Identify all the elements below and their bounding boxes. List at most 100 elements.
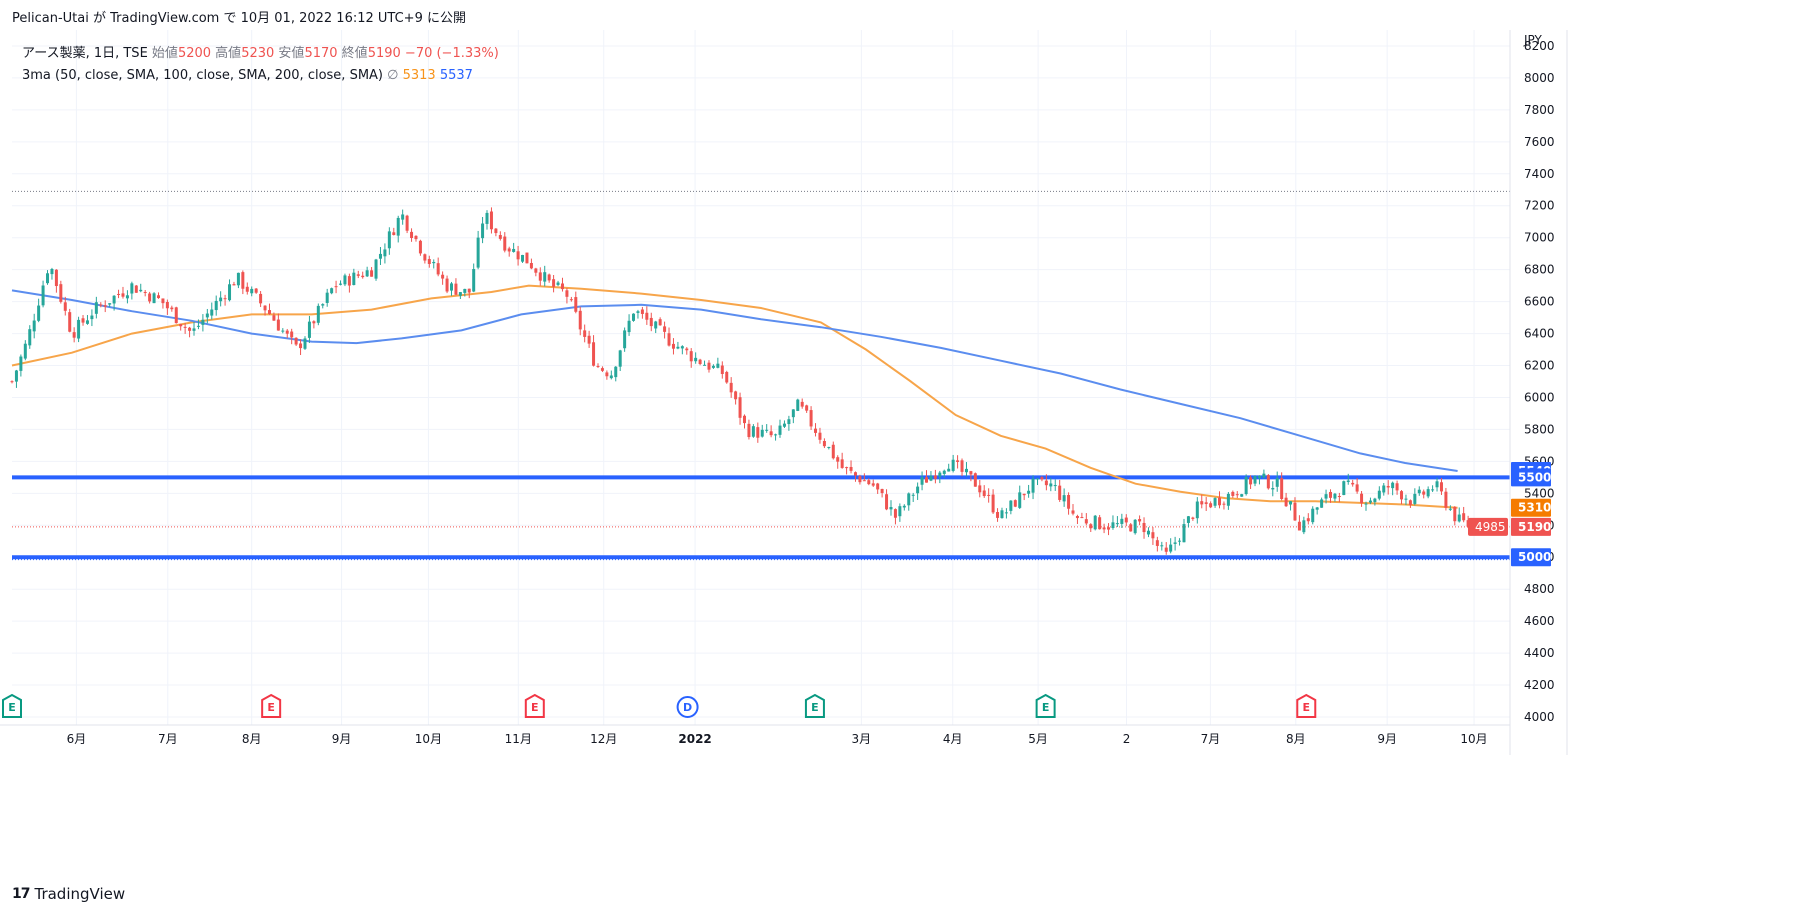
candle-body	[1244, 476, 1248, 495]
earnings-event-icon[interactable]: E	[2, 693, 22, 718]
candle-body	[1408, 500, 1412, 505]
candle-body	[41, 285, 45, 306]
candle-body	[427, 259, 431, 264]
legend-indicator-name[interactable]: 3ma (50, close, SMA, 100, close, SMA, 20…	[22, 68, 383, 83]
candle-body	[1209, 503, 1213, 508]
footer-brand[interactable]: 17 TradingView	[12, 885, 125, 903]
candle-body	[587, 335, 591, 344]
earnings-event-icon[interactable]: E	[1035, 693, 1056, 718]
candle-body	[973, 473, 977, 487]
ma-line-50	[11, 284, 1458, 509]
candle-body	[37, 305, 41, 321]
horizontal-lines[interactable]	[12, 475, 1510, 560]
candle-body	[1235, 494, 1239, 496]
candle-body	[445, 278, 449, 292]
candle-body	[1302, 520, 1306, 533]
candle-body	[458, 292, 462, 296]
y-tick-label: 6000	[1524, 390, 1555, 404]
candle-body	[552, 279, 556, 287]
candle-body	[103, 305, 107, 307]
candle-body	[1058, 485, 1062, 500]
y-tick-label: 6800	[1524, 263, 1555, 277]
legend-ma-value-1: 5313	[402, 68, 436, 83]
candle-body	[778, 425, 782, 435]
candle-body	[751, 426, 755, 437]
legend-symbol[interactable]: アース製薬, 1日, TSE	[22, 46, 148, 61]
candle-body	[951, 459, 955, 471]
candle-body	[1328, 491, 1332, 498]
earnings-event-icon[interactable]: E	[524, 693, 545, 718]
candle-body	[46, 273, 50, 284]
candle-body	[547, 274, 551, 281]
candle-body	[370, 270, 374, 277]
y-tick-label: 4200	[1524, 678, 1555, 692]
candle-body	[139, 289, 143, 292]
candle-body	[1111, 522, 1115, 529]
candle-body	[516, 251, 520, 260]
candle-body	[410, 231, 414, 238]
candle-body	[1004, 512, 1008, 514]
candle-body	[454, 283, 458, 295]
candle-body	[1453, 506, 1457, 522]
candle-body	[1035, 478, 1039, 480]
y-axis[interactable]: JPY4000420044004600480050005200540056005…	[1509, 30, 1568, 755]
eye-off-icon[interactable]: ∅	[387, 68, 399, 83]
candle-body	[316, 305, 320, 323]
candle-body	[694, 357, 698, 362]
candle-body	[503, 236, 507, 251]
x-axis[interactable]: 6月 7月 8月 9月 10月 11月 12月 2022 3月 4月 5月 2 7月 8月 9月 10月	[0, 724, 1510, 746]
legend-high-value: 5230	[241, 46, 275, 61]
candle-body	[756, 427, 760, 438]
candle-body	[387, 231, 391, 249]
chart-area[interactable]: JPY4000420044004600480050005200540056005…	[0, 30, 1817, 880]
candle-body	[853, 472, 857, 476]
candle-body	[392, 232, 396, 236]
x-tick-label: 10月	[1460, 732, 1487, 746]
candle-body	[1049, 483, 1053, 487]
candle-body	[1240, 494, 1244, 497]
candle-body	[742, 415, 746, 424]
candle-body	[640, 309, 644, 314]
earnings-event-icon[interactable]: E	[804, 693, 825, 718]
dotted-levels	[12, 190, 1510, 561]
candle-body	[50, 269, 54, 275]
dividend-event-icon[interactable]: D	[676, 696, 699, 718]
legend-low-label: 安値	[278, 46, 305, 61]
candle-body	[423, 254, 427, 261]
legend-indicator-row[interactable]: 3ma (50, close, SMA, 100, close, SMA, 20…	[22, 65, 499, 87]
candle-body	[1155, 540, 1159, 546]
candle-body	[689, 351, 693, 362]
candle-body	[725, 371, 729, 383]
candle-body	[845, 467, 849, 469]
candle-body	[174, 307, 178, 324]
candle-body	[916, 486, 920, 494]
x-tick-label: 9月	[1377, 732, 1397, 746]
earnings-event-icon[interactable]: E	[261, 693, 282, 718]
candle-body	[893, 509, 897, 518]
candle-body	[880, 488, 884, 494]
candle-body	[1013, 500, 1017, 507]
candle-body	[476, 237, 480, 268]
candle-body	[1462, 513, 1466, 521]
price-badge-bg	[1511, 517, 1551, 536]
candle-body	[720, 365, 724, 375]
price-chart[interactable]: JPY4000420044004600480050005200540056005…	[0, 30, 1817, 880]
candle-body	[1133, 519, 1137, 534]
x-tick-label: 2	[1123, 732, 1131, 746]
candle-body	[1426, 489, 1430, 497]
candle-body	[1031, 478, 1035, 493]
inline-badge-text: 4985	[1475, 520, 1506, 534]
candle-body	[481, 223, 485, 239]
moving-averages	[11, 284, 1458, 509]
candle-body	[205, 313, 209, 318]
candle-body	[1089, 524, 1093, 529]
candle-body	[1040, 477, 1044, 480]
earnings-event-icon[interactable]: E	[1296, 693, 1317, 718]
candle-body	[223, 298, 227, 300]
candle-body	[312, 321, 316, 324]
x-tick-label: 8月	[242, 732, 262, 746]
candle-body	[1018, 492, 1022, 508]
candle-body	[276, 319, 280, 331]
candle-body	[1364, 503, 1368, 505]
